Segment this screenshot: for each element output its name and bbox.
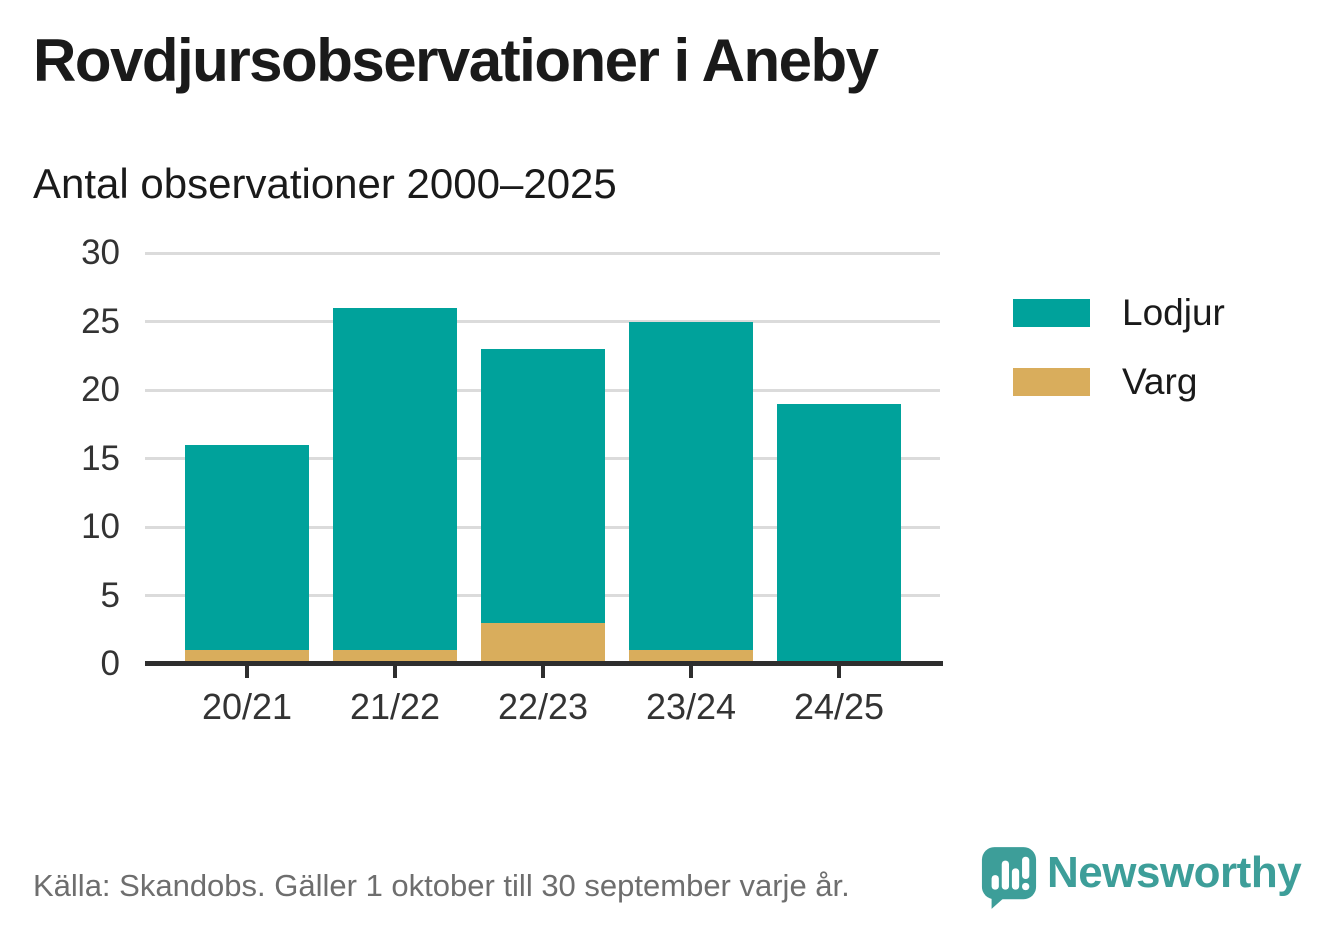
brand-name: Newsworthy	[1047, 848, 1302, 897]
newsworthy-speech-bubble-chart-icon	[981, 847, 1037, 909]
bar-23-24-lodjur	[629, 321, 753, 651]
bar-22-23-lodjur	[481, 348, 605, 623]
x-tick-24-25	[837, 666, 841, 678]
y-axis-label-0: 0	[100, 644, 120, 683]
legend-label-lodjur: Lodjur	[1122, 292, 1225, 333]
y-axis-label-30: 30	[81, 233, 120, 272]
bar-22-23-varg	[481, 622, 605, 664]
x-axis-label-22-23: 22/23	[497, 686, 589, 727]
bar-23-24-varg	[629, 650, 753, 664]
gridline-25	[145, 320, 940, 323]
bar-20-21-lodjur	[185, 444, 309, 651]
chart-legend: Lodjur Varg	[1013, 292, 1225, 430]
y-axis-label-25: 25	[81, 301, 120, 341]
x-axis-line	[145, 661, 943, 666]
newsworthy-brand: Newsworthy	[980, 846, 1302, 910]
chart-subtitle: Antal observationer 2000–2025	[33, 160, 617, 207]
bar-21-22-varg	[333, 650, 457, 664]
bar-21-22-lodjur	[333, 307, 457, 651]
x-tick-20-21	[245, 666, 249, 678]
legend-item-varg: Varg	[1013, 361, 1225, 403]
x-axis-label-20-21: 20/21	[201, 686, 293, 727]
x-axis-label-21-22: 21/22	[349, 686, 441, 727]
y-axis-label-20: 20	[81, 370, 120, 409]
y-axis-label-10: 10	[81, 507, 120, 546]
plot-area	[145, 251, 940, 664]
bar-20-21-varg	[185, 650, 309, 664]
gridline-30	[145, 251, 940, 255]
x-tick-23-24	[689, 666, 693, 678]
legend-label-varg: Varg	[1122, 361, 1198, 402]
x-tick-22-23	[541, 666, 545, 678]
x-tick-21-22	[393, 666, 397, 678]
source-text: Källa: Skandobs. Gäller 1 oktober till 3…	[33, 868, 850, 903]
bar-24-25-lodjur	[777, 403, 901, 664]
x-axis-label-23-24: 23/24	[645, 686, 737, 727]
legend-swatch-varg	[1013, 368, 1090, 396]
legend-item-lodjur: Lodjur	[1013, 292, 1225, 334]
x-axis-label-24-25: 24/25	[793, 686, 885, 727]
y-axis-label-5: 5	[100, 575, 120, 615]
page-title: Rovdjursobservationer i Aneby	[33, 27, 879, 94]
y-axis-label-15: 15	[81, 438, 120, 478]
legend-swatch-lodjur	[1013, 299, 1090, 327]
